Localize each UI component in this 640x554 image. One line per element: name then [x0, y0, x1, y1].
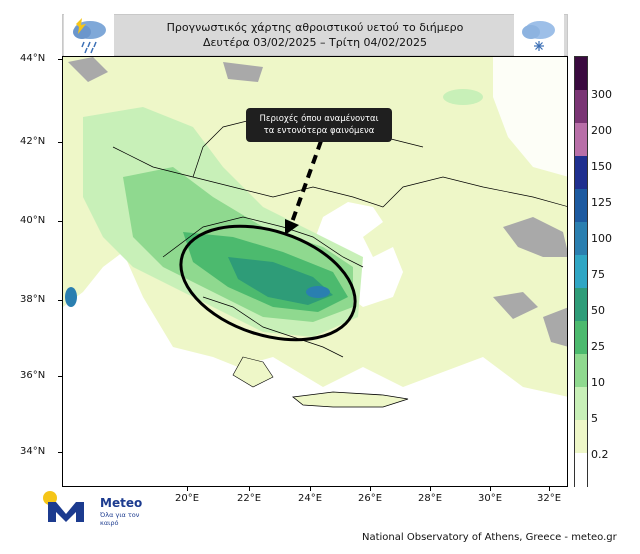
lat-label: 34°N — [20, 446, 46, 457]
lat-label: 36°N — [20, 370, 46, 381]
storm-cloud-icon — [64, 14, 114, 56]
lat-label: 44°N — [20, 53, 46, 64]
lon-label: 20°E — [175, 493, 200, 504]
title-line-2: Δευτέρα 03/02/2025 – Τρίτη 04/02/2025 — [203, 36, 427, 49]
colorbar-segment — [575, 189, 587, 223]
crete-island — [292, 391, 409, 408]
lon-label: 30°E — [478, 493, 503, 504]
snow-cloud-icon — [514, 14, 564, 56]
lon-tick — [549, 487, 550, 491]
rain-light-area — [443, 89, 483, 105]
footer-credit: National Observatory of Athens, Greece -… — [362, 532, 617, 543]
lon-label: 32°E — [537, 493, 562, 504]
colorbar-label: 25 — [591, 340, 605, 353]
rain-extreme-area — [65, 287, 77, 307]
lon-tick — [430, 487, 431, 491]
lat-tick — [58, 300, 62, 301]
colorbar-segment — [575, 57, 587, 91]
lon-label: 24°E — [298, 493, 323, 504]
colorbar-label: 5 — [591, 412, 598, 425]
colorbar-segment — [575, 321, 587, 355]
map-canvas — [63, 57, 567, 486]
lat-label: 42°N — [20, 136, 46, 147]
lat-tick — [58, 452, 62, 453]
mediterranean-sea — [63, 252, 567, 486]
colorbar-label: 200 — [591, 124, 612, 137]
colorbar-label: 75 — [591, 268, 605, 281]
colorbar-label: 150 — [591, 160, 612, 173]
colorbar-label: 300 — [591, 88, 612, 101]
lon-tick — [490, 487, 491, 491]
logo-tagline: Όλα για τον καιρό — [100, 511, 140, 527]
colorbar-label: 125 — [591, 196, 612, 209]
colorbar-segment — [575, 90, 587, 124]
map-title: Προγνωστικός χάρτης αθροιστικού υετού το… — [63, 20, 567, 50]
lon-label: 28°E — [418, 493, 443, 504]
lon-label: 26°E — [358, 493, 383, 504]
colorbar-segment — [575, 387, 587, 421]
no-data-area — [543, 307, 567, 347]
lon-tick — [370, 487, 371, 491]
callout-box: Περιοχές όπου αναμένονται τα εντονότερα … — [246, 108, 392, 142]
colorbar-segment — [575, 123, 587, 157]
colorbar-segment — [575, 420, 587, 454]
colorbar-segment — [575, 453, 587, 487]
colorbar-segment — [575, 288, 587, 322]
meteo-logo — [42, 490, 98, 524]
lat-tick — [58, 59, 62, 60]
lon-tick — [187, 487, 188, 491]
no-data-area — [503, 217, 567, 257]
rain-extreme-area — [306, 286, 330, 298]
lon-label: 22°E — [237, 493, 262, 504]
lat-label: 40°N — [20, 215, 46, 226]
lat-tick — [58, 142, 62, 143]
no-data-area — [223, 62, 263, 82]
colorbar-label: 100 — [591, 232, 612, 245]
colorbar-label: 0.2 — [591, 448, 609, 461]
no-data-area — [493, 292, 538, 319]
callout-line-1: Περιοχές όπου αναμένονται — [259, 114, 379, 124]
lat-tick — [58, 376, 62, 377]
callout-arrow-head — [285, 219, 299, 235]
colorbar-label: 50 — [591, 304, 605, 317]
black-sea — [493, 57, 567, 177]
meteo-logo-icon — [43, 491, 84, 522]
lon-tick — [249, 487, 250, 491]
colorbar-segment — [575, 222, 587, 256]
title-line-1: Προγνωστικός χάρτης αθροιστικού υετού το… — [166, 21, 464, 34]
precipitation-colorbar — [574, 56, 588, 487]
colorbar-label: 10 — [591, 376, 605, 389]
callout-line-2: τα εντονότερα φαινόμενα — [263, 126, 375, 136]
map-header: Προγνωστικός χάρτης αθροιστικού υετού το… — [62, 14, 568, 56]
colorbar-segment — [575, 354, 587, 388]
colorbar-segment — [575, 156, 587, 190]
lat-tick — [58, 221, 62, 222]
heavy-rain-highlight-ellipse — [179, 224, 357, 342]
precipitation-map — [62, 56, 568, 487]
logo-name: Meteo — [100, 496, 143, 510]
colorbar-segment — [575, 255, 587, 289]
lat-label: 38°N — [20, 294, 46, 305]
peloponnese-coast — [232, 356, 274, 388]
lon-tick — [310, 487, 311, 491]
no-data-area — [68, 57, 108, 82]
